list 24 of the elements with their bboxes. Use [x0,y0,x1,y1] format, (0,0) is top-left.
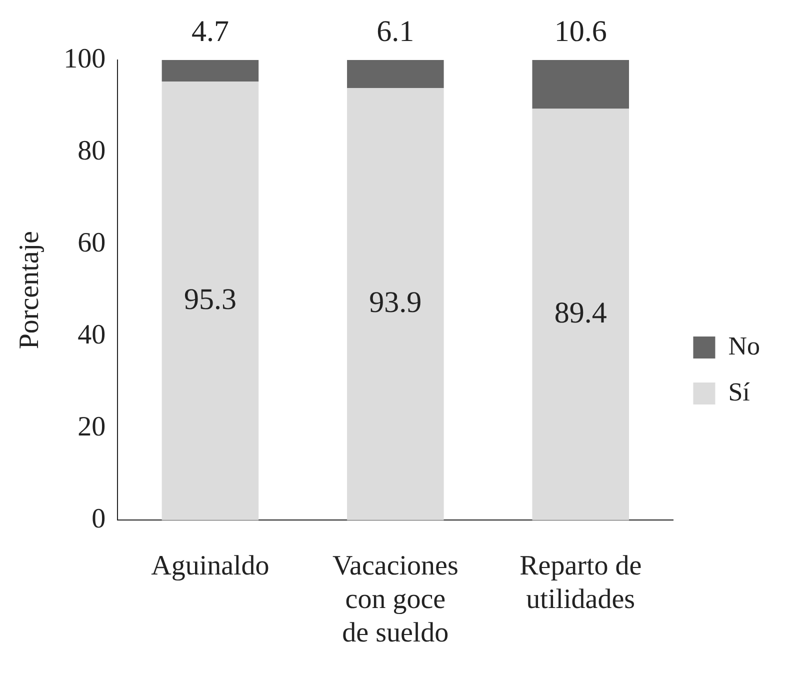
bar [162,60,259,82]
y-tick-label: 40 [78,319,106,350]
bar [347,60,444,88]
bar [532,60,630,109]
bar [532,108,630,520]
data-label: 95.3 [184,282,236,316]
data-label: 10.6 [554,14,607,48]
data-label: 93.9 [369,286,422,320]
y-tick-label: 80 [78,135,106,166]
legend-label: No [728,331,760,360]
x-tick-label: Aguinaldo [151,550,270,582]
x-tick-label: Vacaciones con goce de sueldo [332,550,458,649]
data-label: 4.7 [191,14,229,48]
x-tick-label: Reparto de utilidades [520,550,642,615]
y-tick-label: 0 [92,504,106,535]
y-axis-title: Porcentaje [14,231,46,350]
y-tick-label: 60 [78,227,106,258]
legend-label: Sí [728,377,750,406]
bar [162,82,259,520]
data-label: 6.1 [376,14,414,48]
data-label: 89.4 [554,296,607,330]
y-tick-label: 100 [64,43,106,74]
bar [347,88,444,520]
y-tick-label: 20 [78,412,106,443]
